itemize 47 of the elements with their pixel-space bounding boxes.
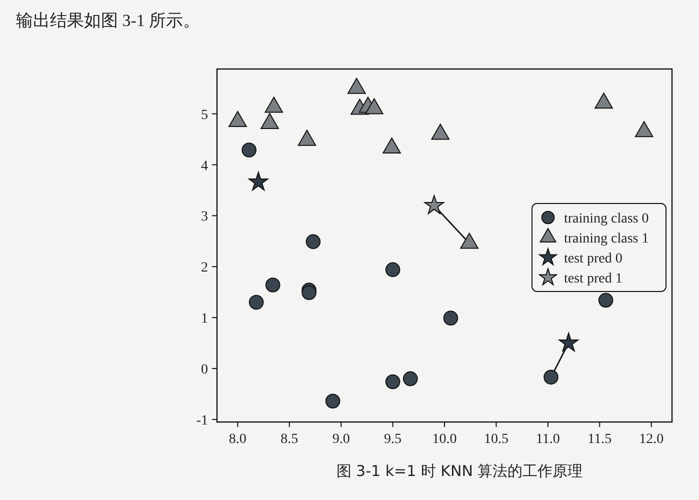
legend-label: training class 1 bbox=[564, 232, 649, 246]
point bbox=[325, 394, 340, 409]
point bbox=[298, 130, 316, 146]
point bbox=[365, 98, 384, 114]
x-tick-label: 10.5 bbox=[484, 432, 508, 447]
y-tick-label: 5 bbox=[201, 108, 208, 123]
text: 输出结果如图 3-1 所示。 bbox=[16, 11, 200, 30]
point bbox=[264, 96, 284, 113]
point bbox=[634, 121, 654, 138]
point bbox=[431, 124, 450, 140]
y-tick-label: 4 bbox=[201, 158, 208, 174]
point bbox=[306, 234, 321, 250]
point bbox=[248, 294, 264, 310]
y-tick-label: -1 bbox=[196, 413, 208, 428]
point bbox=[443, 310, 458, 326]
legend-label: test pred 1 bbox=[564, 272, 622, 286]
point bbox=[558, 332, 579, 352]
y-tick-label: 3 bbox=[201, 210, 208, 225]
point bbox=[382, 137, 401, 154]
x-tick-label: 12.0 bbox=[639, 432, 664, 447]
point bbox=[598, 292, 614, 308]
x-tick-label: 10.0 bbox=[432, 432, 457, 447]
point bbox=[302, 285, 316, 300]
point bbox=[544, 370, 558, 385]
legend-label: training class 0 bbox=[564, 212, 649, 226]
x-tick-label: 9.5 bbox=[384, 432, 402, 447]
y-tick-label: 2 bbox=[201, 260, 208, 276]
x-tick-label: 8.0 bbox=[228, 432, 246, 447]
point bbox=[385, 262, 400, 278]
point bbox=[347, 78, 366, 94]
point bbox=[460, 232, 478, 249]
point bbox=[265, 278, 280, 292]
text: 图 3-1 k=1 时 KNN 算法的工作原理 bbox=[336, 462, 583, 480]
x-tick-label: 11.0 bbox=[536, 432, 560, 447]
point bbox=[228, 110, 247, 127]
y-tick-label: 0 bbox=[201, 362, 208, 378]
x-tick-label: 8.5 bbox=[280, 432, 298, 447]
x-tick-label: 11.5 bbox=[588, 432, 612, 447]
point bbox=[248, 172, 268, 191]
point bbox=[402, 371, 418, 386]
legend-label: test pred 0 bbox=[564, 252, 622, 266]
x-tick-label: 9.0 bbox=[332, 432, 350, 447]
point bbox=[260, 113, 279, 130]
point bbox=[385, 374, 400, 390]
point bbox=[594, 92, 613, 109]
point bbox=[424, 195, 444, 214]
y-tick-label: 1 bbox=[201, 312, 208, 327]
